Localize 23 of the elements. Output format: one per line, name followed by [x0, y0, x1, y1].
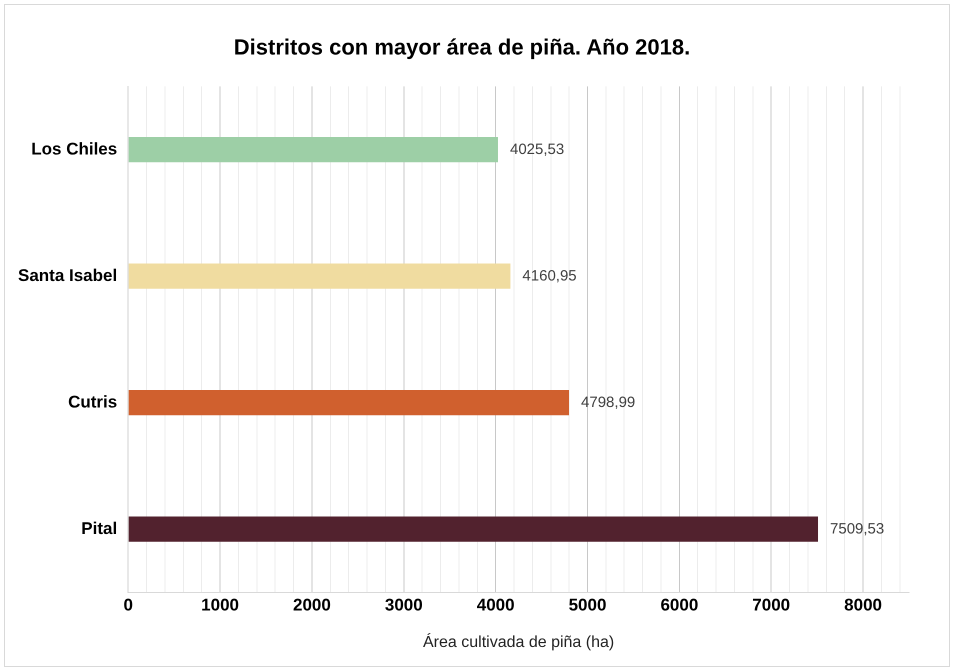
- data-label: 4160,95: [522, 267, 577, 284]
- x-tick-label: 1000: [201, 595, 239, 614]
- data-label: 7509,53: [830, 520, 884, 538]
- chart-title: Distritos con mayor área de piña. Año 2018.: [234, 34, 690, 60]
- x-tick-label: 0: [123, 595, 133, 614]
- x-tick-label: 6000: [660, 595, 698, 614]
- x-tick-label: 4000: [476, 595, 515, 614]
- data-label: 4798,99: [581, 394, 636, 411]
- x-tick-label: 5000: [568, 595, 606, 614]
- y-tick-label: Santa Isabel: [18, 266, 118, 285]
- bar: [128, 516, 818, 542]
- bar: [128, 264, 510, 289]
- bar: [128, 390, 570, 416]
- x-tick-label: 8000: [844, 595, 882, 614]
- y-tick-label: Los Chiles: [31, 139, 118, 158]
- x-tick-label: 7000: [752, 595, 790, 614]
- data-label: 4025,53: [510, 140, 564, 158]
- y-tick-label: Cutris: [68, 392, 118, 412]
- bar: [128, 137, 498, 162]
- x-tick-label: 2000: [293, 595, 331, 614]
- x-tick-label: 3000: [384, 595, 423, 614]
- y-tick-label: Pital: [81, 518, 118, 538]
- x-axis-title: Área cultivada de piña (ha): [422, 632, 614, 651]
